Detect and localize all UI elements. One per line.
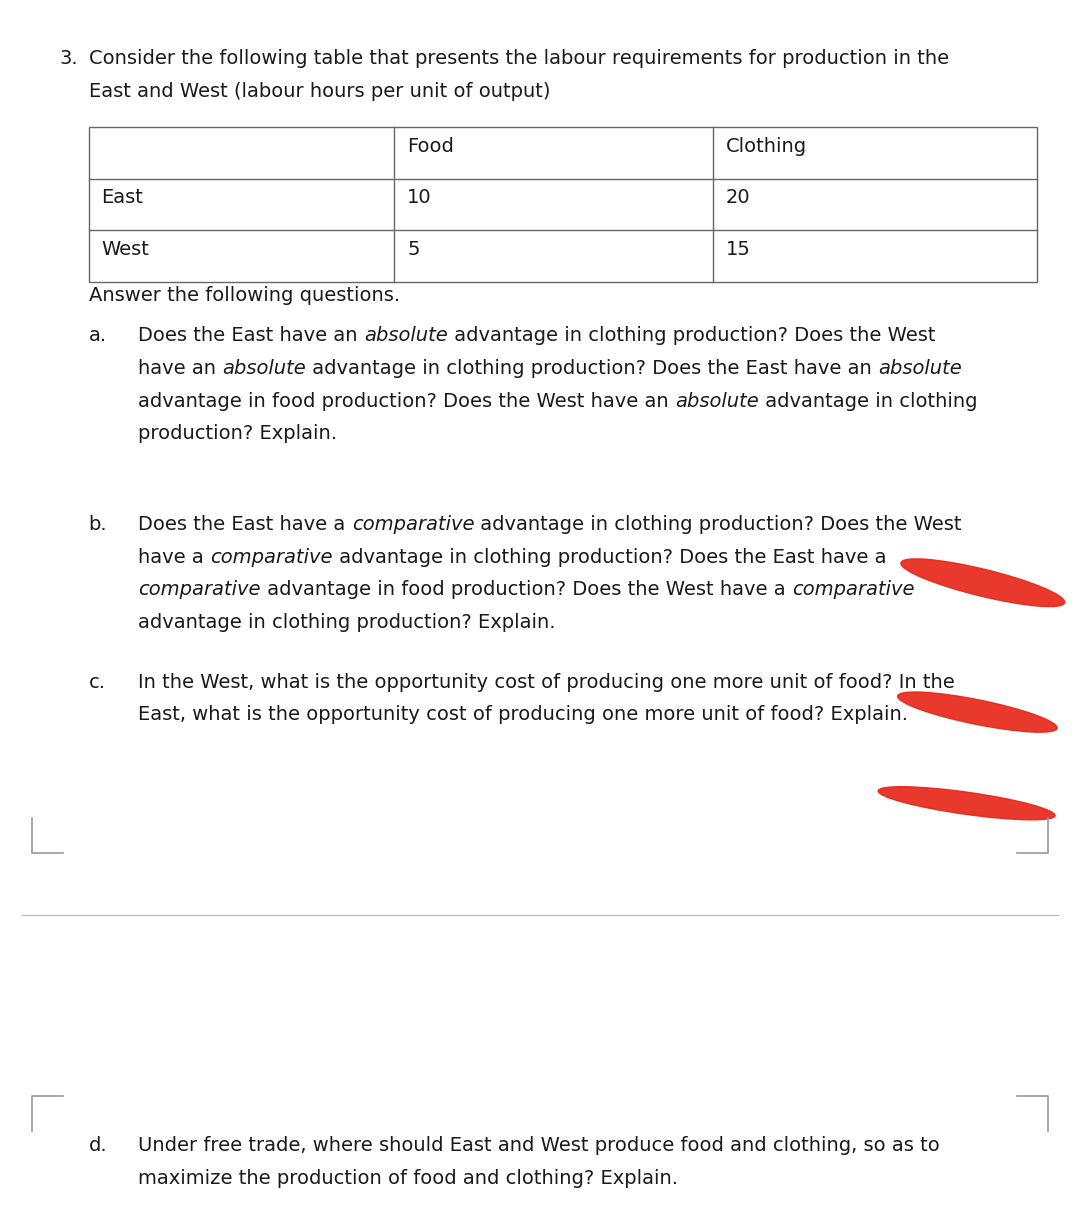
Text: Consider the following table that presents the labour requirements for productio: Consider the following table that presen… — [89, 49, 948, 68]
Text: absolute: absolute — [222, 359, 307, 378]
Text: advantage in clothing production? Does the East have an: advantage in clothing production? Does t… — [307, 359, 878, 378]
Text: Under free trade, where should East and West produce food and clothing, so as to: Under free trade, where should East and … — [138, 1136, 940, 1154]
Text: advantage in food production? Does the West have a: advantage in food production? Does the W… — [260, 580, 792, 599]
Text: Answer the following questions.: Answer the following questions. — [89, 286, 400, 304]
Text: 3.: 3. — [59, 49, 78, 68]
Text: c.: c. — [89, 673, 106, 691]
Text: maximize the production of food and clothing? Explain.: maximize the production of food and clot… — [138, 1168, 678, 1188]
Text: advantage in food production? Does the West have an: advantage in food production? Does the W… — [138, 392, 675, 410]
Text: East: East — [102, 188, 144, 207]
Text: 20: 20 — [726, 188, 751, 207]
Text: a.: a. — [89, 326, 107, 345]
Text: production? Explain.: production? Explain. — [138, 424, 337, 444]
Text: b.: b. — [89, 515, 107, 533]
Ellipse shape — [901, 559, 1065, 606]
Text: 5: 5 — [407, 240, 420, 259]
Text: 15: 15 — [726, 240, 751, 259]
Text: comparative: comparative — [211, 547, 333, 567]
Text: have a: have a — [138, 547, 211, 567]
Text: advantage in clothing production? Explain.: advantage in clothing production? Explai… — [138, 614, 556, 632]
Text: West: West — [102, 240, 149, 259]
Ellipse shape — [878, 787, 1055, 819]
Text: Does the East have a: Does the East have a — [138, 515, 352, 533]
Text: 10: 10 — [407, 188, 432, 207]
Bar — [89, 127, 1037, 282]
Text: Does the East have an: Does the East have an — [138, 326, 364, 345]
Text: In the West, what is the opportunity cost of producing one more unit of food? In: In the West, what is the opportunity cos… — [138, 673, 955, 691]
Text: comparative: comparative — [792, 580, 914, 599]
Text: comparative: comparative — [138, 580, 260, 599]
Text: Clothing: Clothing — [726, 137, 807, 155]
Text: East, what is the opportunity cost of producing one more unit of food? Explain.: East, what is the opportunity cost of pr… — [138, 705, 908, 724]
Text: d.: d. — [89, 1136, 107, 1154]
Text: advantage in clothing production? Does the East have a: advantage in clothing production? Does t… — [333, 547, 887, 567]
Ellipse shape — [897, 692, 1057, 732]
Text: absolute: absolute — [675, 392, 759, 410]
Text: have an: have an — [138, 359, 222, 378]
Text: absolute: absolute — [878, 359, 962, 378]
Text: advantage in clothing production? Does the West: advantage in clothing production? Does t… — [448, 326, 935, 345]
Text: advantage in clothing production? Does the West: advantage in clothing production? Does t… — [474, 515, 962, 533]
Text: advantage in clothing: advantage in clothing — [759, 392, 977, 410]
Text: comparative: comparative — [352, 515, 474, 533]
Text: East and West (labour hours per unit of output): East and West (labour hours per unit of … — [89, 81, 550, 101]
Text: absolute: absolute — [364, 326, 448, 345]
Text: Food: Food — [407, 137, 454, 155]
